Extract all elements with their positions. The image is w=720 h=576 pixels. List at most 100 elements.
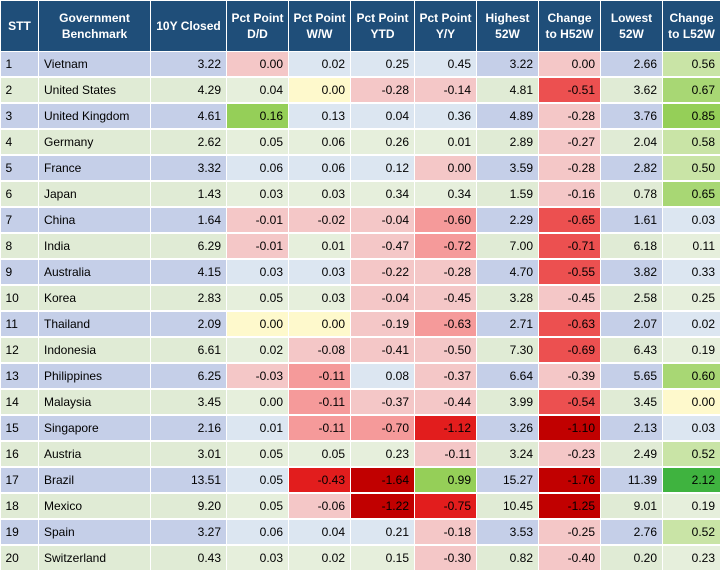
cell-country: Germany	[38, 129, 151, 156]
table-row: 6 Japan 1.43 0.03 0.03 0.34 0.34 1.59 -0.16 0.78 0…	[0, 181, 720, 208]
cell-pct-ytd: -0.70	[350, 415, 415, 442]
cell-change-to-h52w: -0.28	[538, 155, 601, 182]
cell-pct-ytd: -0.22	[350, 259, 415, 286]
cell-pct-dd: 0.06	[226, 155, 289, 182]
cell-pct-dd: 0.05	[226, 441, 289, 468]
cell-highest-52w: 3.59	[476, 155, 539, 182]
cell-pct-ww: 0.01	[288, 233, 351, 260]
cell-stt: 8	[0, 233, 39, 260]
table-row: 13 Philippines 6.25 -0.03 -0.11 0.08 -0.37 6.64…	[0, 363, 720, 390]
table-row: 17 Brazil 13.51 0.05 -0.43 -1.64 0.99 15.27 -1.7…	[0, 467, 720, 494]
cell-pct-dd: 0.00	[226, 51, 289, 78]
cell-pct-ww: -0.11	[288, 363, 351, 390]
cell-highest-52w: 3.28	[476, 285, 539, 312]
cell-change-to-h52w: -0.54	[538, 389, 601, 416]
cell-pct-dd: 0.03	[226, 545, 289, 572]
cell-highest-52w: 0.82	[476, 545, 539, 572]
cell-stt: 9	[0, 259, 39, 286]
cell-pct-ytd: 0.04	[350, 103, 415, 130]
cell-lowest-52w: 9.01	[600, 493, 663, 520]
cell-stt: 17	[0, 467, 39, 494]
cell-highest-52w: 3.22	[476, 51, 539, 78]
table-row: 11 Thailand 2.09 0.00 0.00 -0.19 -0.63 2.71 -0.6…	[0, 311, 720, 338]
cell-highest-52w: 3.26	[476, 415, 539, 442]
cell-change-to-l52w: 0.00	[662, 389, 720, 416]
cell-stt: 2	[0, 77, 39, 104]
cell-change-to-h52w: -0.27	[538, 129, 601, 156]
cell-country: Vietnam	[38, 51, 151, 78]
cell-country: Switzerland	[38, 545, 151, 572]
cell-pct-ww: 0.02	[288, 51, 351, 78]
cell-country: Indonesia	[38, 337, 151, 364]
cell-pct-yy: -0.18	[414, 519, 477, 546]
cell-pct-yy: -0.37	[414, 363, 477, 390]
cell-pct-ww: 0.13	[288, 103, 351, 130]
cell-change-to-l52w: 0.19	[662, 493, 720, 520]
cell-change-to-l52w: 0.56	[662, 51, 720, 78]
cell-pct-dd: 0.05	[226, 493, 289, 520]
table-row: 10 Korea 2.83 0.05 0.03 -0.04 -0.45 3.28 -0.45 2.…	[0, 285, 720, 312]
cell-stt: 4	[0, 129, 39, 156]
cell-10y-closed: 4.29	[150, 77, 227, 104]
cell-stt: 14	[0, 389, 39, 416]
cell-lowest-52w: 2.13	[600, 415, 663, 442]
cell-pct-ww: 0.00	[288, 311, 351, 338]
cell-lowest-52w: 1.61	[600, 207, 663, 234]
cell-change-to-l52w: 0.11	[662, 233, 720, 260]
cell-pct-yy: 0.34	[414, 181, 477, 208]
cell-lowest-52w: 3.76	[600, 103, 663, 130]
cell-change-to-l52w: 0.33	[662, 259, 720, 286]
cell-pct-dd: -0.01	[226, 233, 289, 260]
cell-highest-52w: 2.89	[476, 129, 539, 156]
cell-pct-ww: 0.03	[288, 181, 351, 208]
cell-change-to-l52w: 0.60	[662, 363, 720, 390]
cell-pct-yy: -0.45	[414, 285, 477, 312]
header-change-high: Change to H52W	[538, 0, 601, 52]
header-dd: Pct Point D/D	[226, 0, 289, 52]
cell-pct-ww: -0.08	[288, 337, 351, 364]
cell-change-to-l52w: 0.23	[662, 545, 720, 572]
cell-change-to-l52w: 0.50	[662, 155, 720, 182]
cell-10y-closed: 3.27	[150, 519, 227, 546]
cell-pct-yy: -0.63	[414, 311, 477, 338]
cell-pct-ytd: -0.28	[350, 77, 415, 104]
cell-10y-closed: 13.51	[150, 467, 227, 494]
cell-pct-ytd: 0.26	[350, 129, 415, 156]
cell-pct-yy: 0.45	[414, 51, 477, 78]
cell-stt: 1	[0, 51, 39, 78]
table-row: 18 Mexico 9.20 0.05 -0.06 -1.22 -0.75 10.45 -1.2…	[0, 493, 720, 520]
cell-pct-ytd: 0.21	[350, 519, 415, 546]
cell-pct-ww: -0.06	[288, 493, 351, 520]
cell-change-to-l52w: 0.19	[662, 337, 720, 364]
cell-pct-dd: 0.03	[226, 181, 289, 208]
cell-change-to-h52w: -0.23	[538, 441, 601, 468]
cell-pct-ytd: 0.15	[350, 545, 415, 572]
cell-change-to-l52w: 0.03	[662, 207, 720, 234]
cell-lowest-52w: 2.58	[600, 285, 663, 312]
table-row: 14 Malaysia 3.45 0.00 -0.11 -0.37 -0.44 3.99 -0.…	[0, 389, 720, 416]
table-row: 3 United Kingdom 4.61 0.16 0.13 0.04 0.36 4.89-…	[0, 103, 720, 130]
cell-stt: 10	[0, 285, 39, 312]
cell-pct-dd: -0.01	[226, 207, 289, 234]
cell-pct-yy: -0.11	[414, 441, 477, 468]
cell-pct-ytd: -1.22	[350, 493, 415, 520]
cell-stt: 19	[0, 519, 39, 546]
cell-lowest-52w: 2.07	[600, 311, 663, 338]
table-row: 5 France 3.32 0.06 0.06 0.12 0.00 3.59 -0.28 2.82…	[0, 155, 720, 182]
cell-pct-yy: -0.75	[414, 493, 477, 520]
cell-highest-52w: 4.81	[476, 77, 539, 104]
table-row: 12 Indonesia 6.61 0.02 -0.08 -0.41 -0.50 7.30 -0…	[0, 337, 720, 364]
cell-pct-ww: -0.11	[288, 389, 351, 416]
cell-stt: 11	[0, 311, 39, 338]
cell-pct-yy: -0.60	[414, 207, 477, 234]
cell-change-to-l52w: 0.58	[662, 129, 720, 156]
cell-pct-ytd: 0.23	[350, 441, 415, 468]
header-low: Lowest 52W	[600, 0, 663, 52]
cell-pct-ytd: -0.04	[350, 207, 415, 234]
cell-stt: 6	[0, 181, 39, 208]
table-row: 19 Spain 3.27 0.06 0.04 0.21 -0.18 3.53 -0.25 2.7…	[0, 519, 720, 546]
cell-stt: 3	[0, 103, 39, 130]
cell-change-to-l52w: 0.85	[662, 103, 720, 130]
cell-highest-52w: 1.59	[476, 181, 539, 208]
